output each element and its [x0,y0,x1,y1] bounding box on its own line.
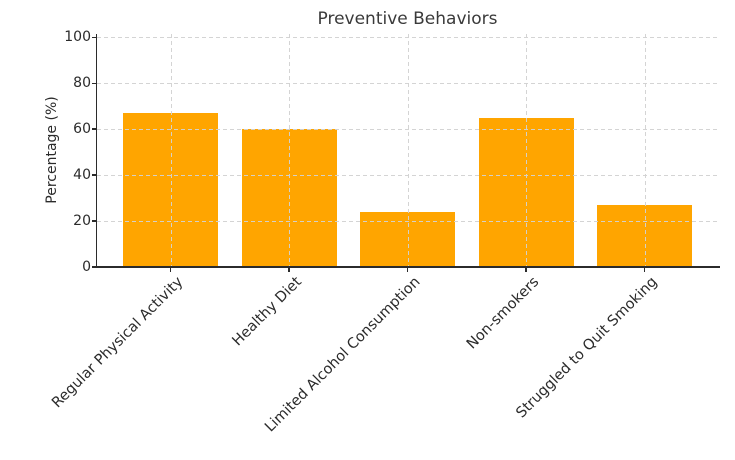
y-tick-label: 100 [64,29,91,46]
x-tick-label-0: Regular Physical Activity [49,274,187,412]
x-tick-mark [643,267,646,272]
gridline-vertical [289,34,290,267]
y-tick-mark [91,220,97,222]
y-tick-label: 20 [73,213,91,230]
y-tick-mark [91,128,97,130]
x-tick-mark [169,267,172,272]
y-tick-label: 0 [82,259,91,275]
gridline-vertical [526,34,527,267]
chart-title: Preventive Behaviors [317,9,498,29]
y-tick-label: 60 [73,121,91,138]
plot-area [97,34,718,267]
gridline-vertical [407,34,409,267]
x-tick-label-1: Healthy Diet [229,274,306,350]
gridline-vertical [170,34,172,267]
gridline-vertical [644,34,646,267]
y-tick-label: 40 [73,167,91,184]
y-tick-mark [91,82,97,84]
y-axis-label: Percentage (%) [44,96,60,204]
y-tick-mark [91,266,97,268]
y-axis-spine [96,34,98,267]
x-tick-label-3: Non-smokers [463,274,543,353]
x-tick-mark [406,267,409,272]
x-tick-mark [288,267,290,272]
x-tick-mark [525,267,527,272]
y-tick-mark [91,36,97,38]
y-tick-label: 80 [73,75,91,92]
x-tick-label-4: Struggled to Quit Smoking [513,274,661,422]
x-axis-spine [96,266,720,268]
y-tick-mark [91,174,97,176]
